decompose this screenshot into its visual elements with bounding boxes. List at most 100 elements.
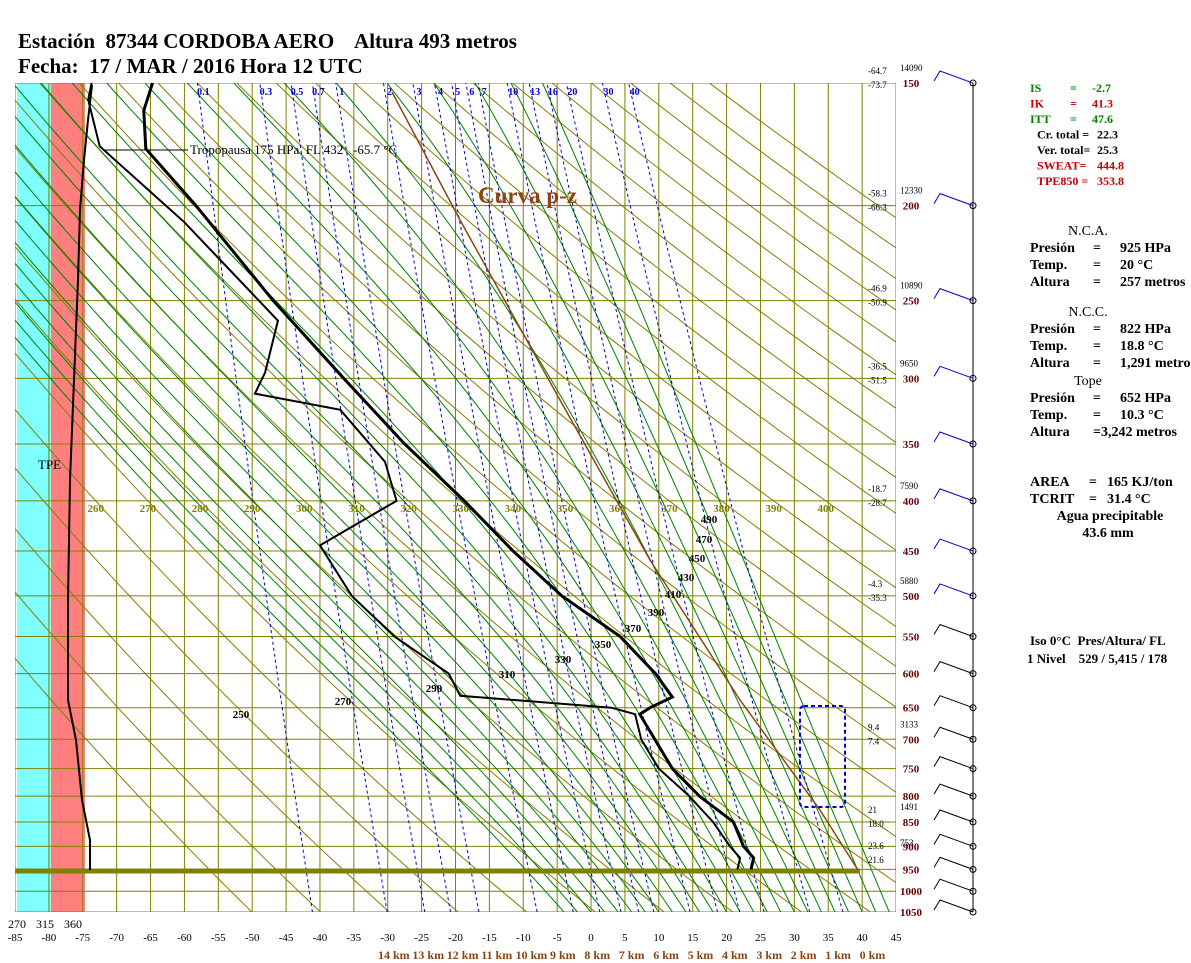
wind-station: [969, 735, 977, 743]
level-dew: 18.0: [868, 819, 884, 829]
block-cell: Presión: [1030, 322, 1075, 337]
theta-label: 310: [348, 503, 365, 515]
block-cell: Presión: [1030, 241, 1075, 256]
iso0-title: Iso 0°C Pres/Altura/ FL: [1030, 633, 1166, 648]
dry-adiabat: [472, 83, 896, 409]
tpe-profile: [67, 84, 93, 870]
extra-row: AREA = 165 KJ/ton: [1030, 475, 1173, 490]
extra-cell: 31.4 °C: [1107, 492, 1151, 507]
band-label: 315: [36, 917, 54, 931]
dry-adiabat: [275, 83, 896, 589]
index-cell: 41.3: [1092, 97, 1113, 111]
dry-adiabat: [157, 83, 896, 708]
temp-tick-label: -40: [313, 932, 328, 944]
wind-barb: [933, 192, 974, 207]
block-cell: 822 HPa: [1120, 322, 1171, 337]
dry-adiabat: [78, 83, 896, 793]
pressure-label: 350: [903, 439, 920, 451]
block-cell: 652 HPa: [1120, 391, 1171, 406]
block-cell: =: [1093, 322, 1101, 337]
dry-adiabat: [15, 657, 253, 912]
block-cell: =: [1093, 391, 1101, 406]
wind-barb: [933, 488, 974, 502]
dry-adiabat: [15, 467, 459, 912]
moist-adiabat: [15, 262, 619, 912]
wind-barb: [933, 695, 974, 709]
moist-adiabat: [15, 336, 565, 912]
extra-cell: TCRIT: [1030, 492, 1075, 507]
theta-label: 280: [192, 503, 209, 515]
moist-adiabat: [144, 83, 768, 912]
wind-station: [969, 79, 977, 87]
dry-adiabat: [315, 83, 896, 551]
extra-cell: =: [1089, 475, 1097, 490]
mixing-ratio-label: 1: [339, 87, 344, 98]
wind-barb: [933, 899, 974, 913]
temp-tick-label: 35: [823, 932, 835, 944]
index-row: Ver. total= 25.3: [1037, 143, 1118, 157]
level-dew: -51.5: [868, 375, 887, 385]
water-value: 43.6 mm: [1082, 526, 1134, 541]
dry-adiabat: [15, 99, 896, 884]
moist-adiabat: [386, 83, 836, 912]
wind-barb: [933, 623, 974, 638]
temp-tick-label: 40: [857, 932, 869, 944]
moist-adiabat: [15, 319, 578, 912]
pressure-label: 400: [903, 496, 920, 508]
mixing-ratio-line: [601, 83, 811, 912]
level-temp: -36.5: [868, 361, 887, 371]
index-cell: TPE850 =: [1037, 174, 1088, 188]
pressure-label: 250: [903, 296, 920, 308]
mixing-ratio-line: [290, 83, 426, 912]
wind-barb: [933, 756, 974, 770]
moist-adiabat-label: 250: [233, 709, 250, 721]
hail-box: [799, 705, 846, 808]
level-height: 7590: [900, 481, 919, 491]
moist-adiabat: [283, 83, 809, 912]
level-temp: -4.3: [868, 579, 883, 589]
wind-station: [969, 908, 977, 916]
level-height: 9650: [900, 358, 919, 368]
theta-label: 350: [557, 503, 574, 515]
dry-adiabat: [433, 83, 896, 444]
moist-adiabat-label: 450: [689, 553, 706, 565]
theta-label: 300: [296, 503, 313, 515]
wind-station: [969, 374, 977, 382]
pressure-label: 900: [903, 841, 920, 853]
block-cell: 18.8 °C: [1120, 339, 1164, 354]
moist-adiabat-label: 330: [555, 654, 572, 666]
dry-adiabat: [236, 83, 896, 628]
temp-tick-label: -80: [42, 932, 57, 944]
pressure-label: 300: [903, 373, 920, 385]
mixing-ratio-label: 0.7: [312, 87, 325, 98]
km-label: 6 km: [653, 948, 679, 962]
block-row: Altura = 257 metros: [1030, 275, 1186, 290]
index-row: Cr. total = 22.3: [1037, 128, 1118, 142]
mixing-ratio-label: 10: [508, 87, 518, 98]
block-cell: Altura: [1030, 275, 1070, 290]
index-row: ITT = 47.6: [1030, 112, 1113, 126]
moist-adiabat-label: 430: [678, 572, 695, 584]
moist-adiabat: [510, 83, 877, 912]
index-cell: 22.3: [1097, 128, 1118, 142]
mixing-ratio-label: 13: [530, 87, 540, 98]
temp-tick-label: 30: [789, 932, 801, 944]
mixing-ratio-line: [546, 83, 741, 912]
wind-barb: [933, 660, 974, 675]
index-cell: 444.8: [1097, 159, 1124, 173]
mixing-ratio-label: 3: [416, 87, 421, 98]
dry-adiabat: [15, 146, 871, 912]
extra-row: TCRIT = 31.4 °C: [1030, 492, 1151, 507]
temp-tick-label: -70: [109, 932, 124, 944]
mixing-ratio-line: [259, 83, 388, 912]
theta-label: 340: [505, 503, 522, 515]
index-cell: =: [1070, 112, 1077, 126]
moist-adiabat: [15, 301, 592, 912]
dry-adiabat: [118, 83, 896, 750]
temp-tick-label: -60: [177, 932, 192, 944]
dry-adiabat: [354, 83, 896, 515]
wind-station: [969, 633, 977, 641]
block-title: N.C.C.: [1068, 305, 1107, 320]
theta-label: 320: [400, 503, 417, 515]
wind-station: [969, 297, 977, 305]
